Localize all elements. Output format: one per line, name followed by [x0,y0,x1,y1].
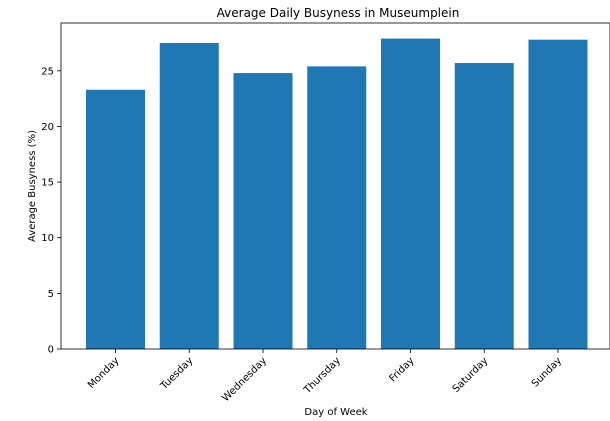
x-tick-label: Tuesday [158,355,195,392]
bar-monday [86,89,145,349]
bar-friday [381,38,440,349]
x-tick-label: Sunday [530,355,564,389]
x-tick-label: Saturday [451,355,491,395]
y-tick-label: 10 [41,233,54,244]
bar-wednesday [233,73,293,349]
y-tick-label: 5 [48,289,54,300]
x-tick-label: Thursday [302,355,343,396]
y-tick-label: 0 [48,345,54,356]
bar-sunday [528,39,588,349]
x-tick-label: Wednesday [220,355,269,404]
y-tick-label: 15 [41,178,54,189]
y-tick-label: 25 [41,66,54,77]
bars-layer [86,38,588,350]
x-tick-label: Friday [387,355,416,384]
plot-frame [60,22,610,350]
x-axis-title: Day of Week [304,407,367,418]
bar-tuesday [159,43,219,349]
y-axis-title: Average Busyness (%) [27,130,38,242]
bar-saturday [454,63,514,350]
bar-thursday [307,66,367,349]
y-tick-label: 20 [41,122,54,133]
x-tick-label: Monday [86,355,122,391]
x-axis: Monday Tuesday Wednesday Thursday Friday Satu… [86,349,564,404]
chart-title: Average Daily Busyness in Museumplein [217,6,460,20]
y-axis: 0 5 10 15 20 25 [41,66,61,356]
